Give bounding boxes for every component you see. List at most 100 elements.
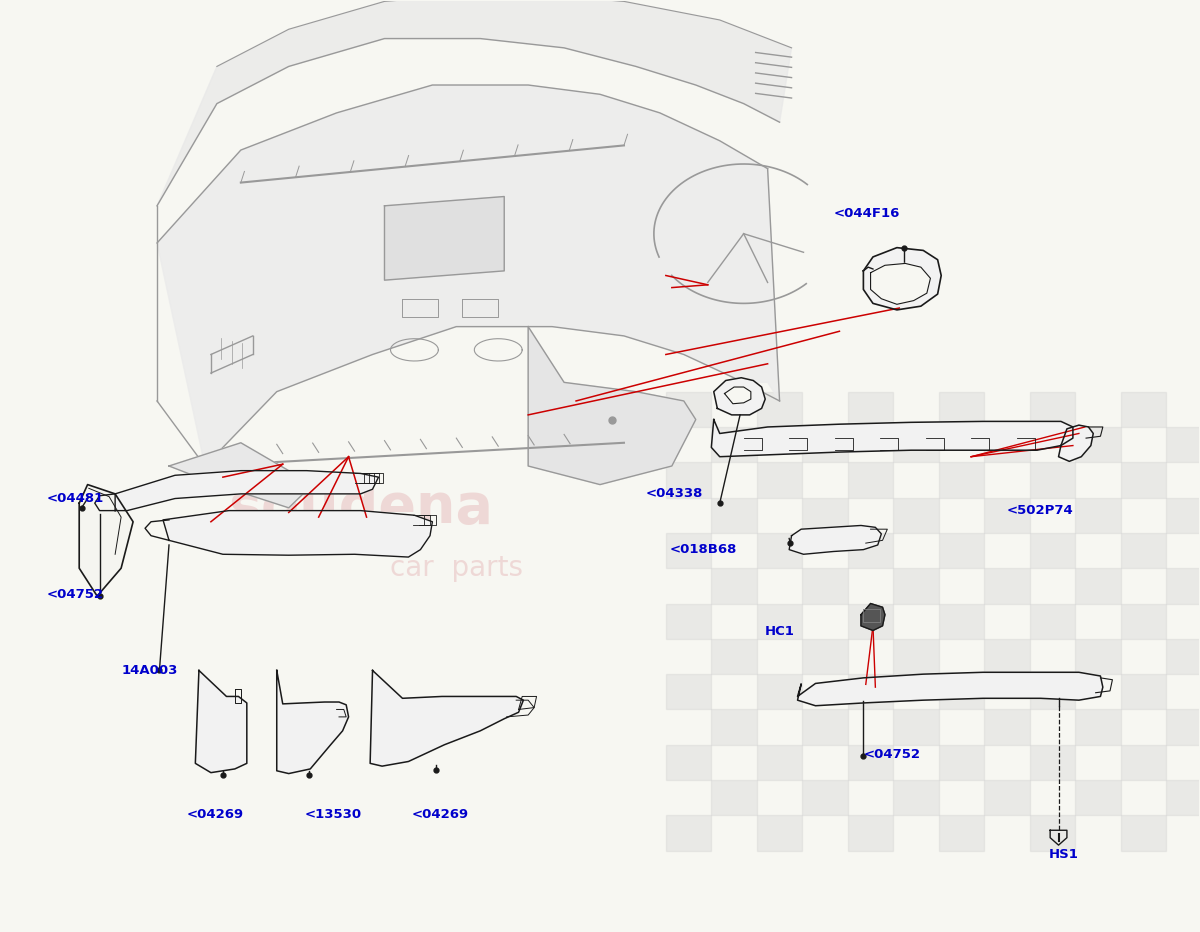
Polygon shape [79, 485, 133, 596]
Bar [666, 462, 712, 498]
Bar [848, 391, 893, 427]
Bar [938, 604, 984, 638]
Bar [712, 427, 757, 462]
Bar [893, 569, 938, 604]
Bar [938, 674, 984, 709]
Bar [1030, 533, 1075, 569]
Bar [984, 427, 1030, 462]
Polygon shape [712, 419, 1073, 457]
Bar [712, 498, 757, 533]
Polygon shape [714, 377, 766, 415]
Polygon shape [196, 670, 247, 773]
Bar [848, 604, 893, 638]
Bar [757, 604, 803, 638]
Bar [893, 427, 938, 462]
Polygon shape [863, 248, 941, 310]
Bar [803, 569, 848, 604]
Polygon shape [115, 471, 378, 511]
Bar [1121, 533, 1166, 569]
Bar [757, 674, 803, 709]
Bar [757, 816, 803, 851]
Bar [803, 638, 848, 674]
Bar [1075, 569, 1121, 604]
Bar [984, 638, 1030, 674]
Bar [984, 569, 1030, 604]
Text: <044F16: <044F16 [834, 207, 900, 220]
Bar [1121, 462, 1166, 498]
Bar [666, 391, 712, 427]
Bar [938, 745, 984, 780]
Bar [1075, 427, 1121, 462]
Bar [893, 498, 938, 533]
Text: <018B68: <018B68 [670, 543, 737, 556]
Bar [666, 533, 712, 569]
Polygon shape [790, 526, 881, 555]
Bar [1121, 604, 1166, 638]
Bar [712, 638, 757, 674]
Polygon shape [370, 670, 523, 766]
Text: car  parts: car parts [390, 555, 523, 582]
Bar [893, 780, 938, 816]
Bar [757, 391, 803, 427]
Bar [1121, 674, 1166, 709]
Bar [1075, 498, 1121, 533]
Bar [938, 816, 984, 851]
Polygon shape [528, 326, 696, 485]
Bar [1121, 391, 1166, 427]
Text: 14A003: 14A003 [121, 664, 178, 677]
Polygon shape [163, 511, 432, 557]
Bar [757, 533, 803, 569]
Bar [848, 674, 893, 709]
Bar [984, 498, 1030, 533]
Bar [1075, 780, 1121, 816]
Bar [938, 462, 984, 498]
Polygon shape [798, 672, 1103, 706]
Text: <04269: <04269 [412, 808, 469, 821]
Polygon shape [725, 387, 751, 404]
Bar [1075, 638, 1121, 674]
Bar [666, 816, 712, 851]
Bar [984, 709, 1030, 745]
Text: <04752: <04752 [47, 588, 104, 601]
Text: <04752: <04752 [863, 747, 920, 761]
Polygon shape [860, 604, 884, 630]
Bar [712, 709, 757, 745]
Bar [666, 604, 712, 638]
Bar [712, 569, 757, 604]
Bar [1166, 498, 1200, 533]
Bar [848, 816, 893, 851]
Bar [712, 780, 757, 816]
Text: soudena: soudena [228, 481, 493, 535]
Bar [666, 745, 712, 780]
Bar [848, 533, 893, 569]
Bar [1166, 569, 1200, 604]
Polygon shape [1058, 425, 1093, 461]
Bar [1121, 745, 1166, 780]
Bar [1030, 674, 1075, 709]
Bar [803, 427, 848, 462]
Text: <502P74: <502P74 [1007, 504, 1074, 517]
Bar [803, 709, 848, 745]
Bar [893, 638, 938, 674]
Bar [1166, 427, 1200, 462]
Bar [1075, 709, 1121, 745]
Bar [803, 780, 848, 816]
Text: HS1: HS1 [1049, 848, 1079, 861]
Bar [938, 533, 984, 569]
Bar [984, 780, 1030, 816]
Bar [757, 745, 803, 780]
Text: HC1: HC1 [766, 624, 796, 637]
Text: <04338: <04338 [646, 487, 703, 500]
Text: <04481: <04481 [47, 492, 104, 505]
Bar [848, 745, 893, 780]
Bar [1166, 638, 1200, 674]
Bar [1030, 604, 1075, 638]
Polygon shape [157, 0, 792, 206]
Bar [803, 498, 848, 533]
Polygon shape [384, 197, 504, 281]
Bar [666, 674, 712, 709]
Text: <04269: <04269 [187, 808, 244, 821]
Bar [1030, 391, 1075, 427]
Polygon shape [157, 85, 780, 466]
Bar [938, 391, 984, 427]
